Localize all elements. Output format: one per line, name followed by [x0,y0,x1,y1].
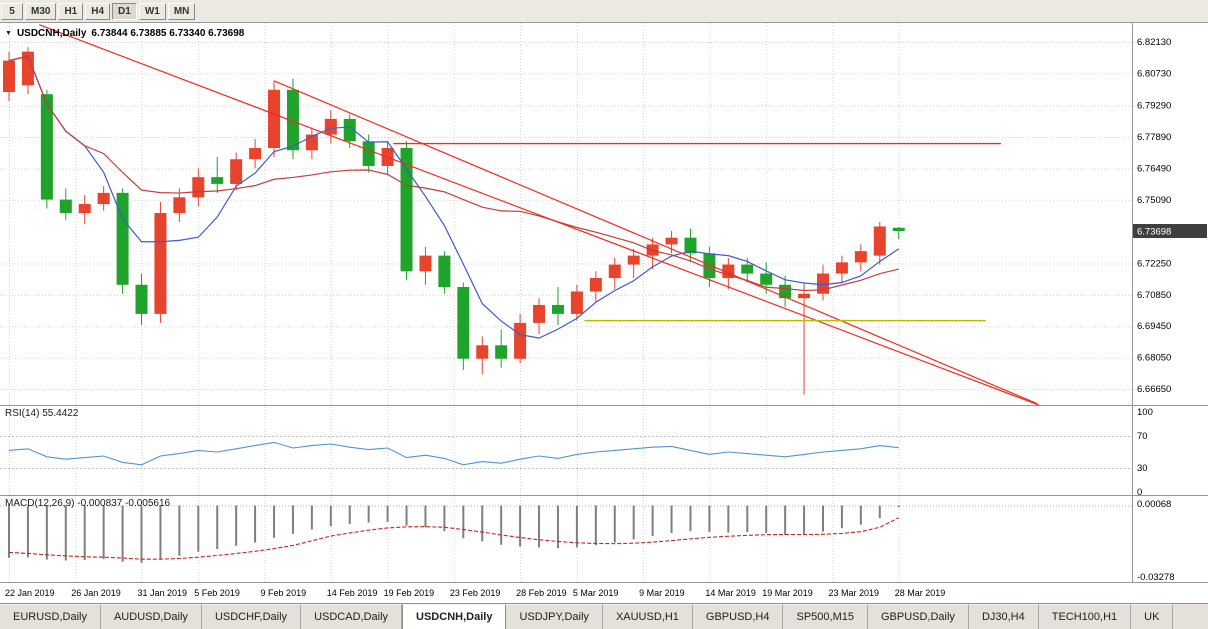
pane-separators [0,23,1208,583]
tab-tech100-h1[interactable]: TECH100,H1 [1038,604,1132,629]
grid [0,23,1132,582]
svg-text:30: 30 [1137,463,1148,474]
svg-text:28 Mar 2019: 28 Mar 2019 [895,588,946,598]
tab-usdjpy-daily[interactable]: USDJPY,Daily [506,604,603,629]
svg-text:6.80730: 6.80730 [1137,68,1171,79]
timeframe-button-d1[interactable]: D1 [112,2,137,20]
svg-text:6.73698: 6.73698 [1137,227,1171,238]
drawn-objects[interactable] [39,24,1041,406]
timeframe-button-m30[interactable]: M30 [25,2,57,20]
svg-text:14 Mar 2019: 14 Mar 2019 [705,588,756,598]
tab-usdcad-daily[interactable]: USDCAD,Daily [301,604,403,629]
svg-text:6.66650: 6.66650 [1137,384,1171,395]
tab-usdchf-daily[interactable]: USDCHF,Daily [201,604,302,629]
svg-text:6.70850: 6.70850 [1137,290,1171,301]
rsi-line [8,441,899,466]
svg-text:22 Jan 2019: 22 Jan 2019 [5,588,55,598]
tab-audusd-daily[interactable]: AUDUSD,Daily [100,604,202,629]
current-price-badge: 6.73698 [1133,224,1207,239]
svg-text:6.75090: 6.75090 [1137,195,1171,206]
candles [3,47,905,395]
price-chart[interactable]: 6.82130 6.80730 6.79290 6.77890 6.76490 6.750… [0,23,1208,603]
svg-text:6.82130: 6.82130 [1137,37,1171,48]
rsi-axis: 100 70 30 0 [1137,407,1153,498]
svg-text:5 Mar 2019: 5 Mar 2019 [573,588,619,598]
timeframe-button-mn[interactable]: MN [167,2,196,20]
svg-text:31 Jan 2019: 31 Jan 2019 [138,588,188,598]
svg-text:70: 70 [1137,431,1148,442]
svg-text:19 Feb 2019: 19 Feb 2019 [384,588,435,598]
timeframe-button-h1[interactable]: H1 [58,2,84,20]
svg-text:0.00068: 0.00068 [1137,499,1171,510]
svg-text:6.72250: 6.72250 [1137,258,1171,269]
tab-uk[interactable]: UK [1131,604,1174,629]
chart-area: 6.82130 6.80730 6.79290 6.77890 6.76490 6.750… [0,23,1208,603]
svg-text:9 Mar 2019: 9 Mar 2019 [639,588,685,598]
tab-dj30-h4[interactable]: DJ30,H4 [968,604,1039,629]
tab-gbpusd-daily[interactable]: GBPUSD,Daily [867,604,969,629]
svg-text:26 Jan 2019: 26 Jan 2019 [71,588,121,598]
svg-text:6.69450: 6.69450 [1137,321,1171,332]
svg-text:9 Feb 2019: 9 Feb 2019 [261,588,307,598]
timeframe-button-w1[interactable]: W1 [138,2,166,20]
timeframe-button-h4[interactable]: H4 [85,2,111,20]
svg-text:-0.03278: -0.03278 [1137,572,1175,583]
indicator-levels [0,436,1132,507]
timeframe-button-5[interactable]: 5 [1,2,23,20]
svg-text:6.76490: 6.76490 [1137,163,1171,174]
chart-tabs: EURUSD,Daily AUDUSD,Daily USDCHF,Daily USDC… [0,603,1208,629]
svg-text:6.77890: 6.77890 [1137,132,1171,143]
svg-text:14 Feb 2019: 14 Feb 2019 [327,588,378,598]
tab-gbpusd-h4[interactable]: GBPUSD,H4 [692,604,784,629]
svg-text:23 Mar 2019: 23 Mar 2019 [828,588,879,598]
svg-text:19 Mar 2019: 19 Mar 2019 [762,588,813,598]
svg-text:6.68050: 6.68050 [1137,353,1171,364]
svg-text:0: 0 [1137,487,1142,498]
macd-axis: 0.00068 -0.03278 [1137,499,1175,583]
tab-usdcnh-daily[interactable]: USDCNH,Daily [402,604,507,629]
svg-text:23 Feb 2019: 23 Feb 2019 [450,588,501,598]
ma-fast-line [8,55,900,339]
timeframe-toolbar: 5 M30 H1 H4 D1 W1 MN [0,0,1208,23]
tab-xauusd-h1[interactable]: XAUUSD,H1 [602,604,693,629]
svg-text:100: 100 [1137,407,1153,418]
date-axis: 22 Jan 2019 26 Jan 2019 31 Jan 2019 5 Feb 2… [5,588,945,598]
tab-eurusd-daily[interactable]: EURUSD,Daily [0,604,101,629]
svg-text:5 Feb 2019: 5 Feb 2019 [194,588,240,598]
price-axis: 6.82130 6.80730 6.79290 6.77890 6.76490 6.750… [1137,37,1171,395]
svg-text:28 Feb 2019: 28 Feb 2019 [516,588,567,598]
ma-slow-line [8,55,899,292]
tab-sp500-m15[interactable]: SP500,M15 [783,604,868,629]
svg-text:6.79290: 6.79290 [1137,101,1171,112]
macd-histogram [8,505,900,563]
macd-signal-line [8,517,899,560]
